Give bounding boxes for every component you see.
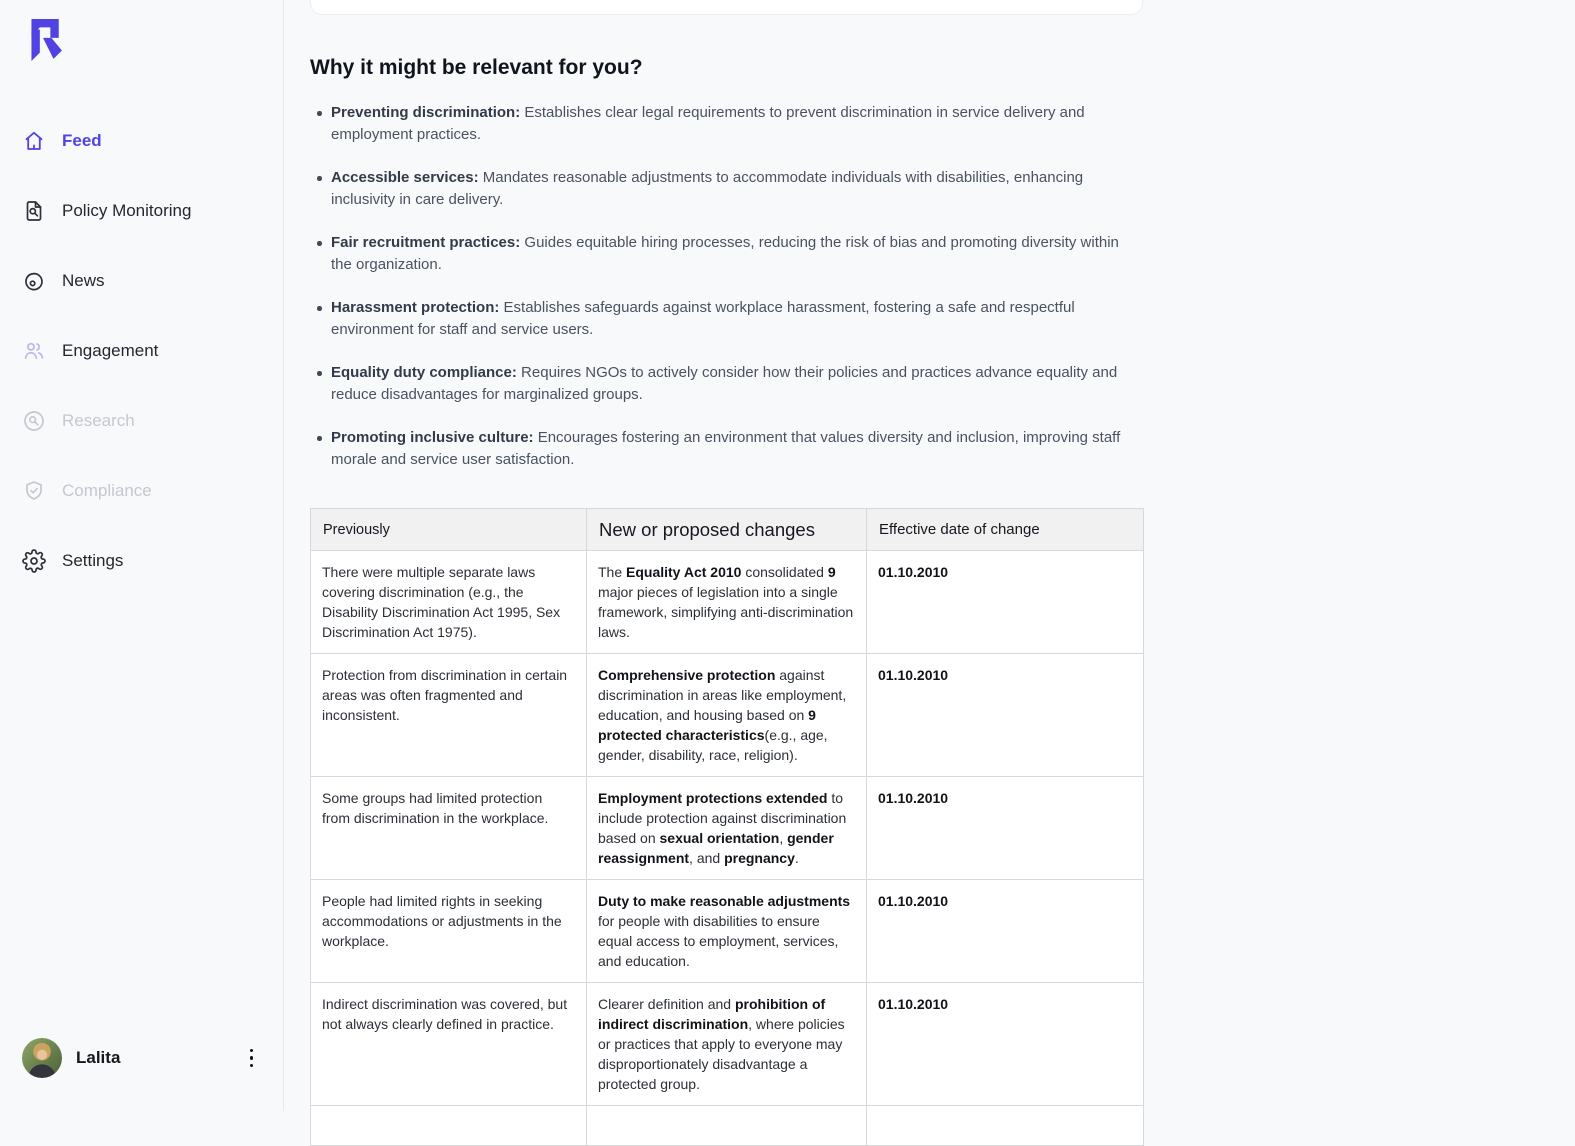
bullet-title: Harassment protection:: [331, 299, 500, 316]
sidebar-item-settings[interactable]: Settings: [22, 547, 283, 575]
policy-monitoring-icon: [26, 201, 42, 221]
bullet-title: Equality duty compliance:: [331, 364, 517, 381]
home-icon: [25, 131, 43, 150]
col-header-effective-date: Effective date of change: [866, 508, 1144, 551]
kebab-menu-icon[interactable]: [242, 1044, 262, 1073]
cell-previously: Protection from discrimination in certai…: [310, 653, 587, 777]
sidebar-item-feed[interactable]: Feed: [22, 127, 283, 155]
cell-changes: Employment protections extended to inclu…: [586, 776, 867, 880]
cell-previously: There were multiple separate laws coveri…: [310, 550, 587, 654]
engagement-icon: [24, 342, 44, 360]
sidebar-item-label: Engagement: [62, 341, 159, 360]
sidebar-item-news[interactable]: News: [22, 267, 283, 295]
section-heading: Why it might be relevant for you?: [310, 56, 643, 79]
avatar[interactable]: [22, 1038, 62, 1078]
bullet-text: Establishes safeguards against workplace…: [331, 299, 1075, 338]
table-header-row: Previously New or proposed changes Effec…: [310, 508, 1144, 551]
sidebar-item-label: Settings: [62, 551, 124, 570]
table-row: There were multiple separate laws coveri…: [310, 550, 1144, 654]
bullet-text: Requires NGOs to actively consider how t…: [331, 364, 1118, 403]
app-logo: [22, 16, 64, 64]
bullet-text: Guides equitable hiring processes, reduc…: [331, 234, 1119, 273]
main-content: Why it might be relevant for you? Preven…: [284, 0, 1575, 1146]
cell-effective-date: 01.10.2010: [866, 550, 1144, 654]
cell-changes: [586, 1105, 867, 1146]
list-item: Accessible services: Mandates reasonable…: [310, 167, 1143, 211]
sidebar-item-label: Feed: [62, 131, 102, 150]
list-item: Equality duty compliance: Requires NGOs …: [310, 362, 1143, 406]
list-item: Preventing discrimination: Establishes c…: [310, 102, 1143, 146]
table-row: People had limited rights in seeking acc…: [310, 879, 1144, 983]
bullet-text: Encourages fostering an environment that…: [331, 429, 1121, 468]
user-row: Lalita: [22, 1038, 261, 1078]
col-header-previously: Previously: [310, 508, 587, 551]
sidebar-item-label: Compliance: [62, 481, 152, 500]
sidebar-item-label: News: [62, 271, 105, 290]
sidebar-item-label: Policy Monitoring: [62, 201, 192, 220]
user-name: Lalita: [76, 1048, 121, 1067]
cell-effective-date: 01.10.2010: [866, 653, 1144, 777]
previous-card-bottom-edge: [310, 0, 1143, 15]
table-row: Protection from discrimination in certai…: [310, 653, 1144, 777]
changes-table: Previously New or proposed changes Effec…: [310, 508, 1144, 1146]
sidebar-item-compliance[interactable]: Compliance: [22, 477, 283, 505]
table-row: Some groups had limited protection from …: [310, 776, 1144, 880]
bullet-title: Promoting inclusive culture:: [331, 429, 534, 446]
table-body: There were multiple separate laws coveri…: [310, 550, 1144, 1146]
settings-icon: [22, 549, 46, 573]
cell-previously: Indirect discrimination was covered, but…: [310, 982, 587, 1106]
list-item: Promoting inclusive culture: Encourages …: [310, 427, 1143, 471]
cell-changes: The Equality Act 2010 consolidated 9 maj…: [586, 550, 867, 654]
sidebar-item-engagement[interactable]: Engagement: [22, 337, 283, 365]
table-row: Indirect discrimination was covered, but…: [310, 982, 1144, 1106]
sidebar-item-policy-monitoring[interactable]: Policy Monitoring: [22, 197, 283, 225]
table-row: [310, 1105, 1144, 1146]
sidebar: Feed Policy Monitoring News Engagement R…: [0, 0, 284, 1111]
cell-effective-date: [866, 1105, 1144, 1146]
bullet-text: Mandates reasonable adjustments to accom…: [331, 169, 1084, 208]
cell-effective-date: 01.10.2010: [866, 776, 1144, 880]
cell-changes: Duty to make reasonable adjustments for …: [586, 879, 867, 983]
relevance-list: Preventing discrimination: Establishes c…: [310, 102, 1143, 471]
sidebar-nav: Feed Policy Monitoring News Engagement R…: [22, 127, 283, 575]
cell-previously: Some groups had limited protection from …: [310, 776, 587, 880]
cell-changes: Clearer definition and prohibition of in…: [586, 982, 867, 1106]
cell-previously: [310, 1105, 587, 1146]
cell-changes: Comprehensive protection against discrim…: [586, 653, 867, 777]
bullet-title: Accessible services:: [331, 169, 479, 186]
brand-r-logo-icon: [31, 19, 62, 61]
cell-effective-date: 01.10.2010: [866, 879, 1144, 983]
cell-effective-date: 01.10.2010: [866, 982, 1144, 1106]
list-item: Harassment protection: Establishes safeg…: [310, 297, 1143, 341]
sidebar-item-label: Research: [62, 411, 135, 430]
bullet-title: Fair recruitment practices:: [331, 234, 521, 251]
bullet-title: Preventing discrimination:: [331, 104, 521, 121]
bullet-text: Establishes clear legal requirements to …: [331, 104, 1085, 143]
list-item: Fair recruitment practices: Guides equit…: [310, 232, 1143, 276]
news-icon: [25, 272, 43, 291]
cell-previously: People had limited rights in seeking acc…: [310, 879, 587, 983]
sidebar-item-research[interactable]: Research: [22, 407, 283, 435]
research-icon: [24, 411, 44, 431]
compliance-icon: [26, 481, 42, 500]
col-header-new-changes: New or proposed changes: [586, 508, 867, 551]
